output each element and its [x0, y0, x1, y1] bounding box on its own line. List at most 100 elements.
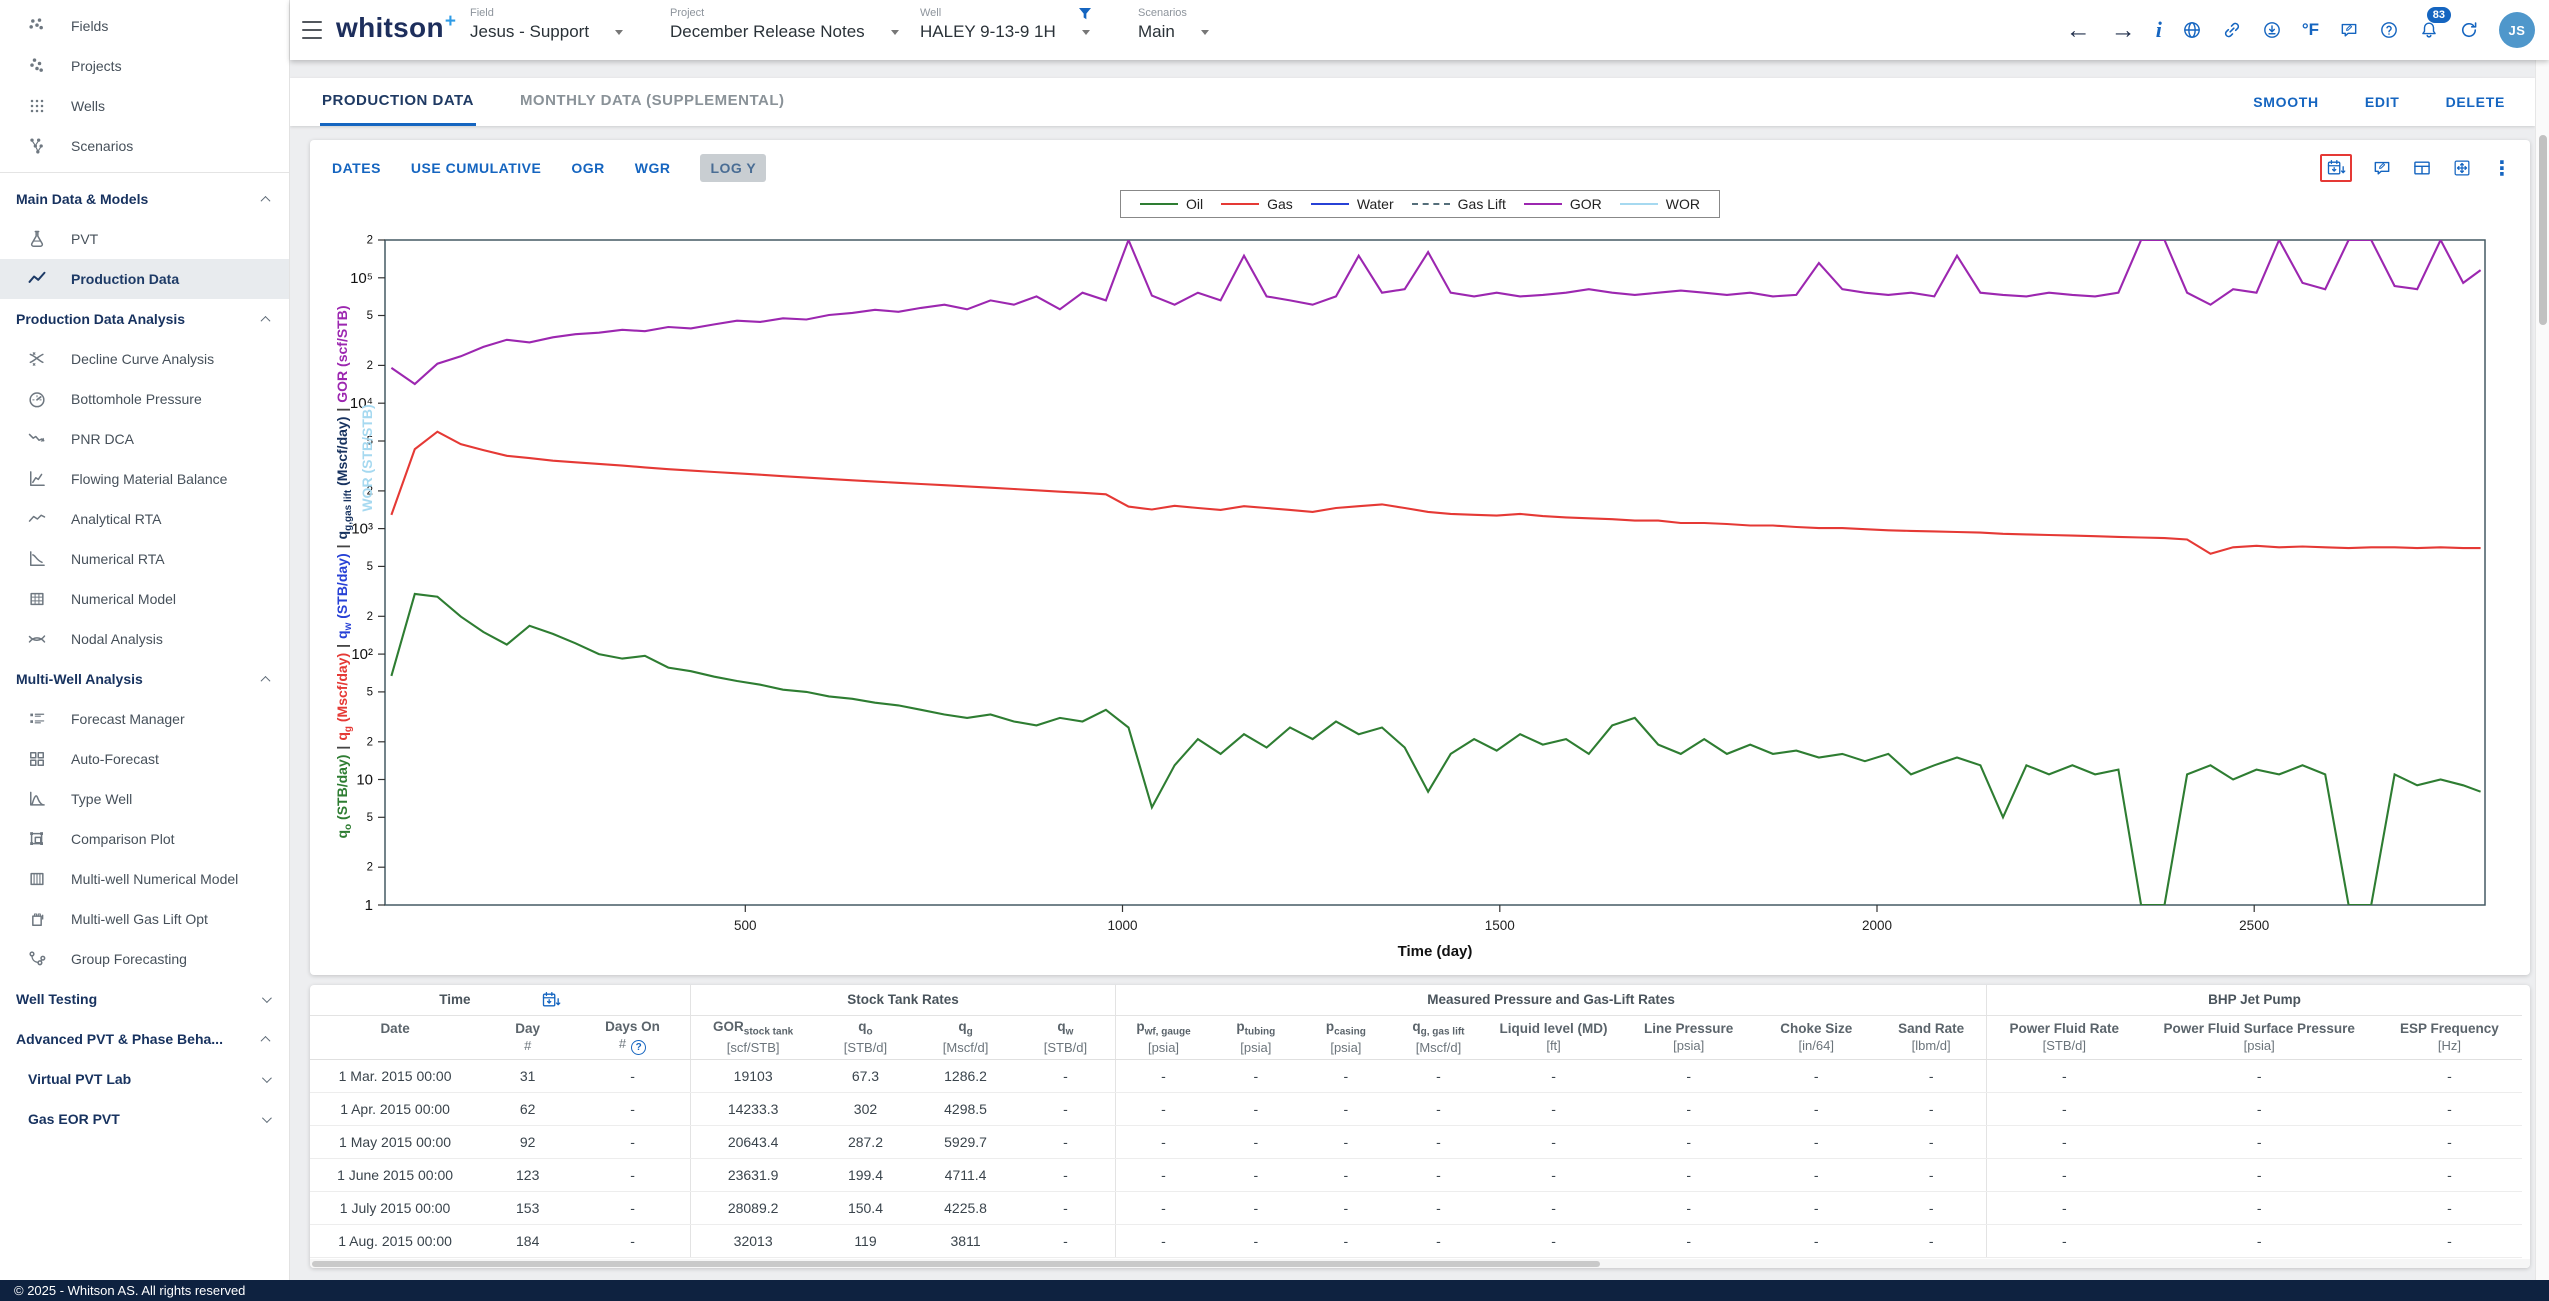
wgr-button[interactable]: WGR [634, 160, 671, 176]
table-cell[interactable]: - [1015, 1158, 1116, 1192]
table-cell[interactable]: 1 June 2015 00:00 [310, 1158, 481, 1192]
table-cell[interactable]: - [1210, 1224, 1301, 1258]
tab-production-data[interactable]: PRODUCTION DATA [320, 78, 476, 126]
table-cell[interactable]: - [1390, 1158, 1486, 1192]
table-cell[interactable]: - [1756, 1059, 1877, 1093]
page-scrollbar[interactable] [2535, 60, 2549, 1280]
column-header-line-pressure[interactable]: Line Pressure [psia] [1621, 1015, 1757, 1060]
sidebar-item-numerical-model[interactable]: Numerical Model [0, 579, 289, 619]
table-cell[interactable]: - [1300, 1125, 1391, 1159]
table-cell[interactable]: - [1756, 1224, 1877, 1258]
column-header-esp-frequency[interactable]: ESP Frequency [Hz] [2376, 1015, 2522, 1060]
menu-icon[interactable] [302, 21, 324, 39]
table-horizontal-scrollbar[interactable] [310, 1259, 2530, 1268]
table-cell[interactable]: - [1876, 1224, 1987, 1258]
table-cell[interactable]: - [1015, 1224, 1116, 1258]
table-cell[interactable]: - [2141, 1125, 2377, 1159]
table-cell[interactable]: 31 [480, 1059, 576, 1093]
sidebar-item-type-well[interactable]: Type Well [0, 779, 289, 819]
link-icon[interactable] [2222, 20, 2242, 40]
table-cell[interactable]: - [1300, 1158, 1391, 1192]
field-selector[interactable]: Field Jesus - Support [470, 7, 624, 42]
table-cell[interactable]: 4225.8 [915, 1191, 1016, 1225]
refresh-icon[interactable] [2459, 20, 2479, 40]
fit-to-screen-icon[interactable] [2452, 158, 2472, 178]
column-header-liquid-level-md[interactable]: Liquid level (MD) [ft] [1486, 1015, 1622, 1060]
sidebar-subsection-gas-eor-pvt[interactable]: Gas EOR PVT [0, 1099, 289, 1139]
table-cell[interactable]: - [1756, 1158, 1877, 1192]
table-cell[interactable]: - [1621, 1125, 1757, 1159]
table-cell[interactable]: - [1486, 1191, 1622, 1225]
sidebar-item-comparison-plot[interactable]: Comparison Plot [0, 819, 289, 859]
table-cell[interactable]: - [1985, 1059, 2142, 1093]
table-cell[interactable]: 4298.5 [915, 1092, 1016, 1126]
table-cell[interactable]: 1 Apr. 2015 00:00 [310, 1092, 481, 1126]
legend-item-wor[interactable]: WOR [1619, 196, 1700, 212]
table-cell[interactable]: 119 [815, 1224, 916, 1258]
legend-item-gas-lift[interactable]: Gas Lift [1411, 196, 1506, 212]
table-cell[interactable]: - [1985, 1224, 2142, 1258]
info-icon[interactable]: i [2155, 17, 2162, 42]
table-cell[interactable]: - [1756, 1125, 1877, 1159]
sidebar-item-projects[interactable]: Projects [0, 46, 289, 86]
table-cell[interactable]: - [1015, 1059, 1116, 1093]
table-cell[interactable]: 23631.9 [689, 1158, 816, 1192]
table-cell[interactable]: - [1390, 1191, 1486, 1225]
table-cell[interactable]: - [1210, 1191, 1301, 1225]
table-cell[interactable]: - [1985, 1191, 2142, 1225]
table-cell[interactable]: - [1210, 1092, 1301, 1126]
column-header-p-tubing[interactable]: ptubing [psia] [1210, 1015, 1301, 1060]
selector-value[interactable]: Main [1138, 22, 1209, 42]
sidebar-section-main-data-models[interactable]: Main Data & Models [0, 179, 289, 219]
table-cell[interactable]: 1 May 2015 00:00 [310, 1125, 481, 1159]
globe-icon[interactable] [2182, 20, 2202, 40]
table-cell[interactable]: 123 [480, 1158, 576, 1192]
table-cell[interactable]: - [1876, 1125, 1987, 1159]
calendar-download-icon[interactable] [2326, 158, 2346, 178]
table-cell[interactable]: 28089.2 [689, 1191, 816, 1225]
table-cell[interactable]: 1286.2 [915, 1059, 1016, 1093]
table-cell[interactable]: - [1015, 1191, 1116, 1225]
column-header-gor-stock-tank[interactable]: GORstock tank [scf/STB] [689, 1015, 816, 1060]
scrollbar-thumb[interactable] [312, 1260, 1600, 1267]
table-cell[interactable]: 1 July 2015 00:00 [310, 1191, 481, 1225]
selector-value[interactable]: HALEY 9-13-9 1H [920, 22, 1090, 42]
table-cell[interactable]: - [1621, 1158, 1757, 1192]
sidebar-item-bottomhole-pressure[interactable]: Bottomhole Pressure [0, 379, 289, 419]
table-cell[interactable]: - [575, 1059, 691, 1093]
table-cell[interactable]: - [1876, 1092, 1987, 1126]
help-icon[interactable]: ? [631, 1040, 647, 1055]
ogr-button[interactable]: OGR [571, 160, 605, 176]
column-header-q-g-gas-lift[interactable]: qg, gas lift [Mscf/d] [1390, 1015, 1486, 1060]
table-cell[interactable]: - [1300, 1059, 1391, 1093]
column-header-date[interactable]: Date [310, 1015, 481, 1060]
table-cell[interactable]: - [2376, 1191, 2522, 1225]
table-cell[interactable]: - [1876, 1158, 1987, 1192]
well-selector[interactable]: Well HALEY 9-13-9 1H [920, 7, 1090, 42]
table-cell[interactable]: - [1300, 1224, 1391, 1258]
table-cell[interactable]: 184 [480, 1224, 576, 1258]
column-header-power-fluid-rate[interactable]: Power Fluid Rate [STB/d] [1985, 1015, 2142, 1060]
table-cell[interactable]: - [1210, 1158, 1301, 1192]
column-header-q-w[interactable]: qw [STB/d] [1015, 1015, 1116, 1060]
table-cell[interactable]: - [1985, 1158, 2142, 1192]
table-cell[interactable]: 3811 [915, 1224, 1016, 1258]
table-cell[interactable]: - [1486, 1158, 1622, 1192]
dates-button[interactable]: DATES [332, 160, 381, 176]
sidebar-item-pvt[interactable]: PVT [0, 219, 289, 259]
table-cell[interactable]: - [575, 1224, 691, 1258]
edit-button[interactable]: EDIT [2364, 94, 2400, 110]
sidebar-subsection-virtual-pvt-lab[interactable]: Virtual PVT Lab [0, 1059, 289, 1099]
table-cell[interactable]: - [1015, 1125, 1116, 1159]
table-cell[interactable]: - [1210, 1059, 1301, 1093]
more-options-icon[interactable]: ⋮ [2492, 157, 2512, 180]
table-cell[interactable]: 287.2 [815, 1125, 916, 1159]
temperature-unit-toggle[interactable]: °F [2301, 20, 2319, 39]
table-cell[interactable]: 62 [480, 1092, 576, 1126]
highlighted-calendar-download-button[interactable] [2320, 154, 2352, 182]
table-cell[interactable]: - [1300, 1191, 1391, 1225]
column-header-day[interactable]: Day # [480, 1015, 576, 1060]
table-cell[interactable]: - [2141, 1158, 2377, 1192]
table-cell[interactable]: - [1115, 1059, 1211, 1093]
